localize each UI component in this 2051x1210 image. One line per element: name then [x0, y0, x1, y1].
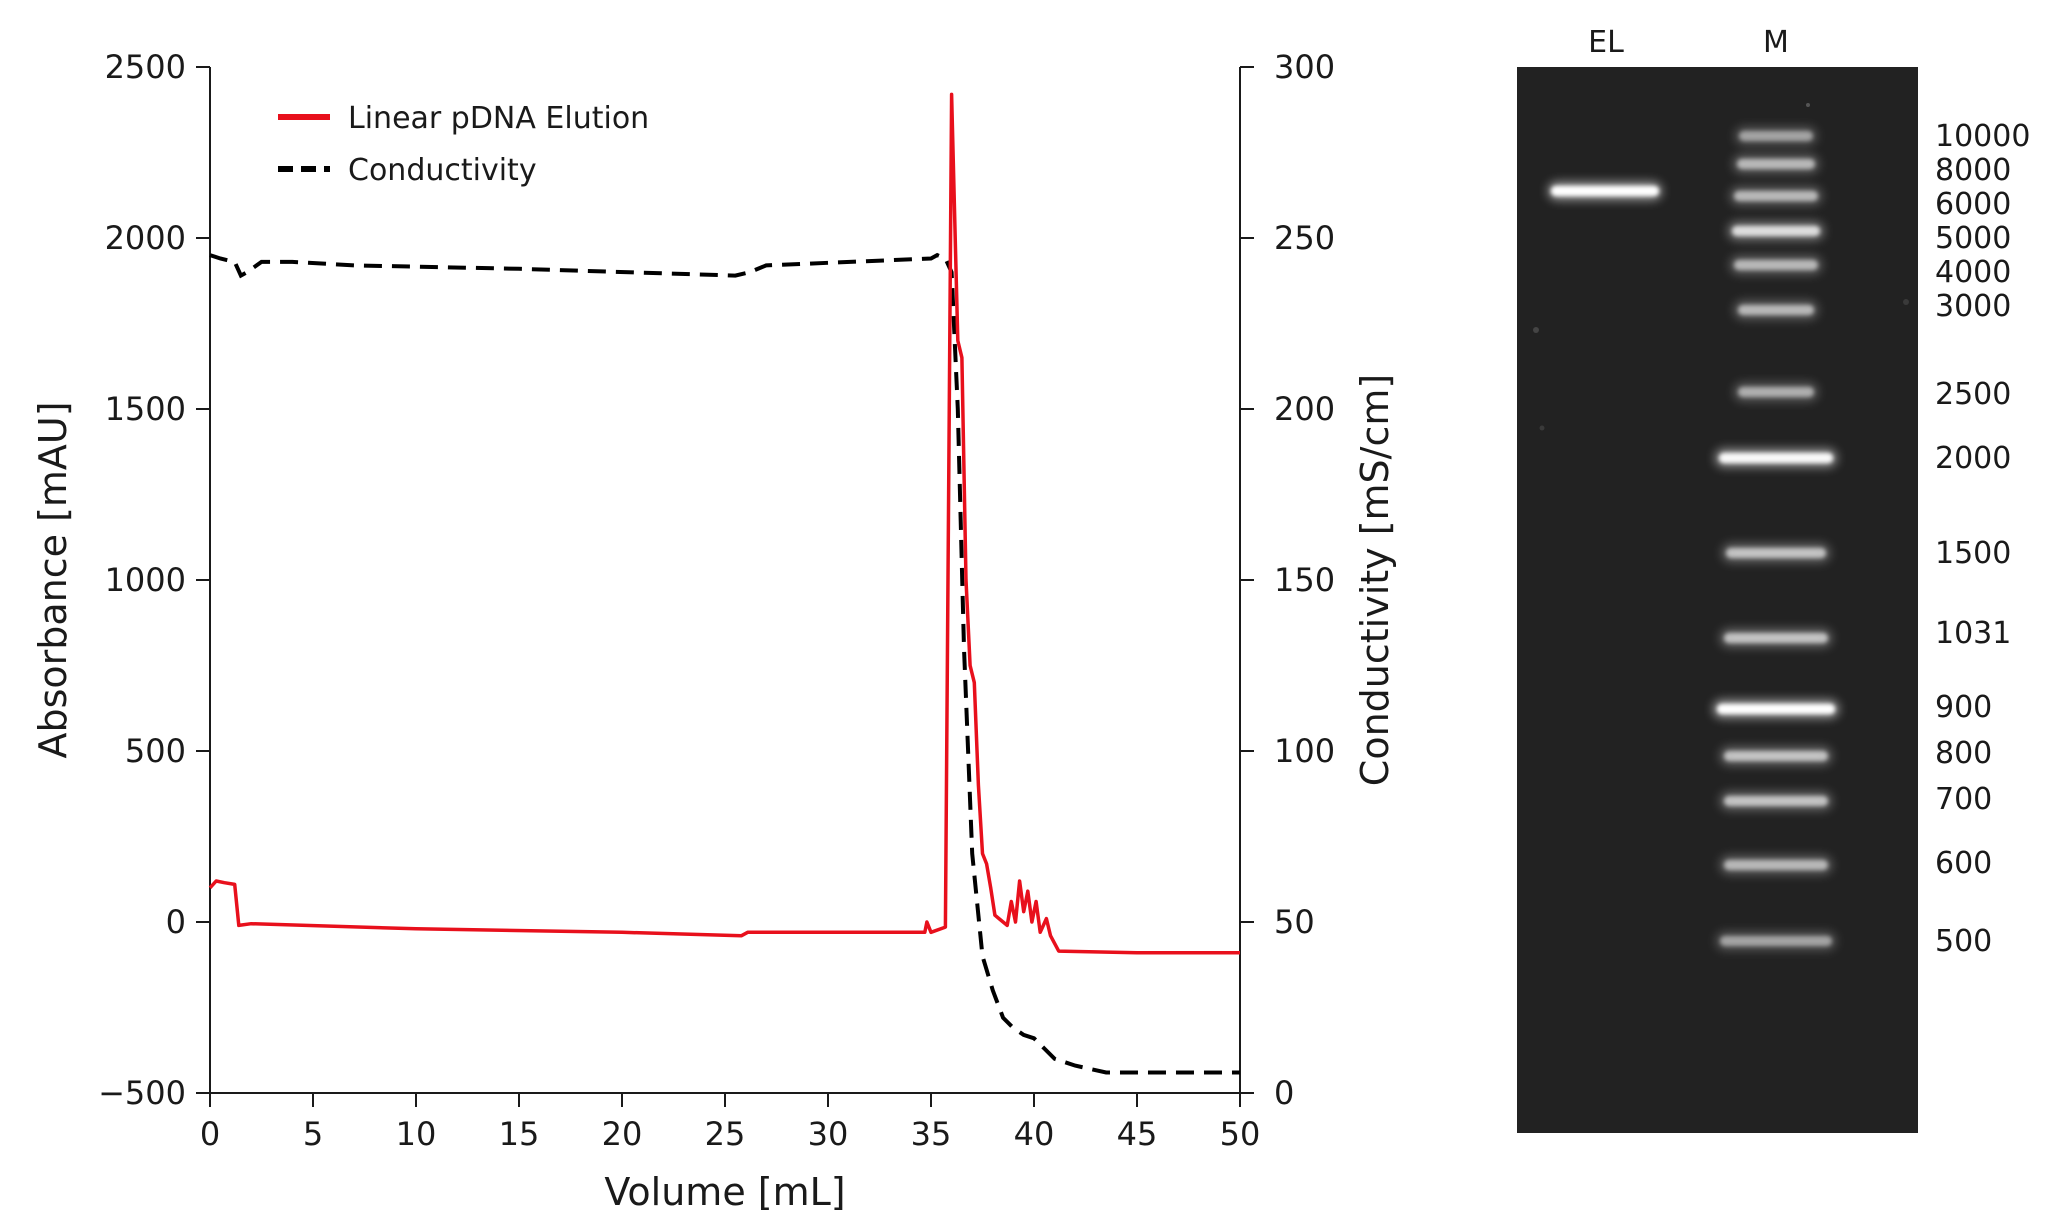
x-tick-label: 40 — [1014, 1115, 1055, 1153]
legend-label-elution: Linear pDNA Elution — [348, 101, 649, 136]
gel-speck — [1533, 327, 1539, 333]
x-tick-label: 50 — [1220, 1115, 1261, 1153]
ladder-band — [1720, 792, 1832, 810]
gel-shading — [1517, 67, 1918, 1133]
y-axis-label: Absorbance [mAU] — [31, 401, 75, 758]
x-tick-label: 10 — [396, 1115, 437, 1153]
sample-band — [1548, 182, 1662, 200]
ladder-band — [1720, 747, 1832, 765]
ladder-label: 2500 — [1935, 377, 2011, 412]
ladder-bands — [1713, 127, 1839, 950]
x-tick-label: 45 — [1117, 1115, 1158, 1153]
ladder-band — [1730, 256, 1822, 274]
x-tick-label: 30 — [808, 1115, 849, 1153]
ladder-label: 900 — [1935, 690, 1992, 725]
ladder-label: 5000 — [1935, 221, 2011, 256]
ladder-label: 800 — [1935, 736, 1992, 771]
ladder-label: 8000 — [1935, 153, 2011, 188]
ladder-band — [1735, 127, 1817, 145]
ladder-band — [1722, 544, 1830, 562]
left-tick-label: 2500 — [105, 48, 186, 86]
right-tick-label: 100 — [1274, 732, 1335, 770]
x-axis-label: Volume [mL] — [604, 1170, 845, 1210]
ladder-label: 700 — [1935, 782, 1992, 817]
right-tick-label: 0 — [1274, 1074, 1294, 1112]
ladder-label: 1500 — [1935, 536, 2011, 571]
ladder-band — [1730, 187, 1822, 205]
left-tick-label: 1500 — [105, 390, 186, 428]
ladder-band — [1715, 449, 1837, 467]
ladder-band — [1716, 932, 1836, 950]
ladder-band — [1728, 222, 1824, 240]
x-tick-label: 35 — [911, 1115, 952, 1153]
x-tick-label: 5 — [303, 1115, 323, 1153]
ladder-band — [1720, 629, 1832, 647]
right-tick-label: 250 — [1274, 219, 1335, 257]
x-tick-label: 0 — [200, 1115, 220, 1153]
ladder-label: 2000 — [1935, 441, 2011, 476]
ladder-label: 4000 — [1935, 255, 2011, 290]
elution-line — [208, 92, 1240, 955]
gel-speck — [1806, 103, 1810, 107]
ladder-band — [1734, 383, 1818, 401]
left-tick-label: 1000 — [105, 561, 186, 599]
legend: Linear pDNA Elution Conductivity — [278, 101, 649, 188]
left-tick-label: 0 — [166, 903, 186, 941]
right-tick-label: 150 — [1274, 561, 1335, 599]
left-tick-label: −500 — [98, 1074, 186, 1112]
lane-label-m: M — [1763, 25, 1789, 60]
ladder-band — [1734, 301, 1818, 319]
ladder-label: 3000 — [1935, 289, 2011, 324]
ladder-label: 600 — [1935, 846, 1992, 881]
left-axis-ticks: −500 0 500 1000 1500 2000 2500 — [98, 48, 210, 1112]
right-tick-label: 50 — [1274, 903, 1315, 941]
conductivity-line — [209, 252, 1240, 1075]
left-tick-label: 500 — [125, 732, 186, 770]
gel-speck — [1539, 425, 1545, 431]
ladder-label: 6000 — [1935, 187, 2011, 222]
ladder-band — [1720, 856, 1832, 874]
gel-background — [1517, 67, 1918, 1133]
x-tick-label: 20 — [602, 1115, 643, 1153]
ladder-band — [1733, 155, 1819, 173]
lane-label-el: EL — [1588, 25, 1624, 60]
x-tick-label: 15 — [499, 1115, 540, 1153]
right-axis-ticks: 0 50 100 150 200 250 300 — [1240, 48, 1335, 1112]
legend-label-conductivity: Conductivity — [348, 153, 537, 188]
left-tick-label: 2000 — [105, 219, 186, 257]
ladder-label: 10000 — [1935, 119, 2030, 154]
x-tick-label: 25 — [705, 1115, 746, 1153]
right-tick-label: 200 — [1274, 390, 1335, 428]
y2-axis-label: Conductivity [mS/cm] — [1353, 374, 1397, 786]
x-axis-ticks: 0 5 10 15 20 25 30 35 40 45 50 — [200, 1093, 1261, 1153]
ladder-band — [1713, 700, 1839, 718]
ladder-label: 1031 — [1935, 616, 2011, 651]
ladder-label: 500 — [1935, 924, 1992, 959]
gel-speck — [1903, 299, 1909, 305]
right-tick-label: 300 — [1274, 48, 1335, 86]
